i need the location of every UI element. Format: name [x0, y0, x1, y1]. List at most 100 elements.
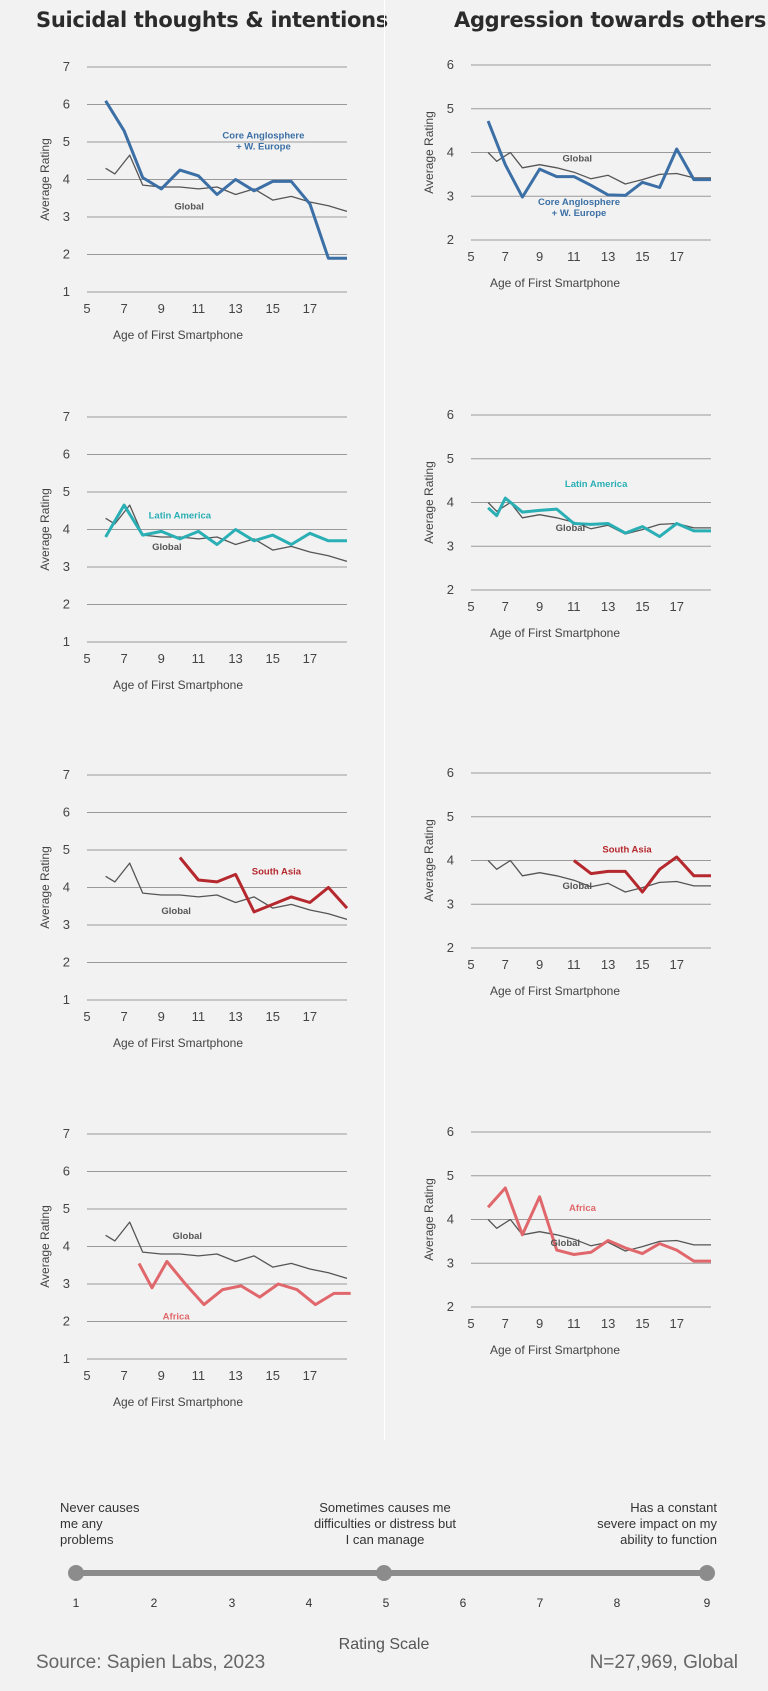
y-tick-label: 2	[447, 1299, 454, 1314]
y-tick-label: 3	[447, 1255, 454, 1270]
series-label-global: Global	[161, 906, 191, 917]
x-tick-label: 13	[601, 599, 615, 614]
x-tick-label: 13	[228, 651, 242, 666]
series-line-global	[487, 151, 711, 185]
series-label-global: Global	[174, 202, 204, 213]
title-aggression: Aggression towards others	[454, 8, 767, 32]
scale-num: 9	[703, 1596, 711, 1610]
x-tick-label: 11	[567, 957, 581, 972]
x-tick-label: 9	[536, 599, 543, 614]
y-tick-label: 3	[447, 188, 454, 203]
x-tick-label: 9	[536, 1316, 543, 1331]
x-tick-label: 5	[83, 1368, 90, 1383]
x-tick-label: 13	[601, 1316, 615, 1331]
x-tick-label: 11	[192, 1368, 206, 1383]
y-tick-label: 4	[63, 522, 70, 537]
x-tick-label: 13	[601, 249, 615, 264]
y-tick-label: 4	[63, 1239, 70, 1254]
y-tick-label: 5	[63, 484, 70, 499]
y-tick-label: 5	[63, 134, 70, 149]
series-label-region: Africa	[163, 1312, 191, 1323]
y-tick-label: 3	[447, 538, 454, 553]
y-tick-label: 7	[63, 409, 70, 424]
series-line-global	[487, 859, 711, 893]
y-tick-label: 7	[63, 59, 70, 74]
y-axis-label: Average Rating	[422, 111, 436, 194]
scale-dot-9	[699, 1565, 715, 1581]
y-tick-label: 4	[63, 880, 70, 895]
chart-suicidal-latin: 1 2 3 4 5 6 7 5 7 9 11 13 15 17 Age of First Smartphon…	[38, 409, 348, 692]
y-tick-label: 2	[447, 940, 454, 955]
x-axis-label: Age of First Smartphone	[490, 276, 620, 290]
x-tick-label: 11	[567, 249, 581, 264]
y-axis-label: Average Rating	[38, 846, 52, 929]
series-line-region	[486, 1186, 711, 1263]
chart-aggression-southasia: 2 3 4 5 6 5 7 9 11 13 15 17 Age of First Smartphone A…	[422, 765, 711, 998]
y-tick-label: 5	[447, 1168, 454, 1183]
x-tick-label: 7	[121, 1009, 128, 1024]
x-tick-label: 15	[635, 957, 649, 972]
x-tick-label: 17	[303, 651, 317, 666]
y-tick-label: 3	[63, 917, 70, 932]
series-line-region	[178, 856, 349, 914]
y-axis-label: Average Rating	[38, 138, 52, 221]
x-tick-label: 17	[669, 957, 683, 972]
scale-desc-mid: Sometimes causes me difficulties or dist…	[313, 1500, 457, 1547]
y-tick-label: 5	[447, 101, 454, 116]
scale-num: 1	[72, 1596, 80, 1610]
y-tick-label: 4	[447, 495, 454, 510]
series-line-global	[105, 1221, 348, 1280]
y-tick-label: 4	[447, 853, 454, 868]
x-tick-label: 9	[158, 301, 165, 316]
y-tick-label: 5	[63, 1201, 70, 1216]
x-tick-label: 13	[228, 1009, 242, 1024]
chart-suicidal-africa: 1 2 3 4 5 6 7 5 7 9 11 13 15 17 Age of First Smartphon…	[38, 1126, 351, 1409]
x-tick-label: 13	[228, 1368, 242, 1383]
y-tick-label: 6	[447, 765, 454, 780]
series-label-region: Africa	[569, 1203, 597, 1214]
y-tick-label: 1	[63, 284, 70, 299]
series-label-region: Core Anglosphere + W. Europe	[222, 130, 304, 152]
x-tick-label: 7	[502, 249, 509, 264]
x-tick-label: 15	[635, 1316, 649, 1331]
y-tick-label: 2	[63, 247, 70, 262]
x-tick-label: 15	[265, 651, 279, 666]
scale-num: 5	[382, 1596, 390, 1610]
y-tick-label: 7	[63, 767, 70, 782]
x-tick-label: 7	[121, 651, 128, 666]
y-axis-label: Average Rating	[422, 461, 436, 544]
series-line-global	[105, 862, 348, 921]
y-tick-label: 5	[447, 809, 454, 824]
x-tick-label: 17	[303, 1368, 317, 1383]
series-line-region	[104, 503, 347, 546]
scale-num: 6	[459, 1596, 467, 1610]
x-tick-label: 5	[467, 249, 474, 264]
scale-title: Rating Scale	[338, 1636, 430, 1653]
x-tick-label: 15	[265, 301, 279, 316]
y-tick-label: 2	[63, 955, 70, 970]
footer-sample-size: N=27,969, Global	[589, 1652, 738, 1673]
series-line-region	[572, 855, 711, 894]
y-tick-label: 5	[447, 451, 454, 466]
x-tick-label: 5	[467, 957, 474, 972]
chart-aggression-africa: 2 3 4 5 6 5 7 9 11 13 15 17 Age of First Smartphone A…	[422, 1124, 711, 1357]
series-line-region	[486, 120, 711, 199]
y-tick-label: 3	[447, 896, 454, 911]
series-line-global	[487, 501, 711, 535]
y-tick-label: 4	[447, 1212, 454, 1227]
y-tick-label: 1	[63, 1351, 70, 1366]
y-axis-label: Average Rating	[38, 1205, 52, 1288]
series-label-global: Global	[152, 542, 182, 553]
scale-dot-1	[68, 1565, 84, 1581]
rating-scale: Never causes me any problems Sometimes c…	[0, 1480, 768, 1653]
x-tick-label: 11	[567, 599, 581, 614]
column-divider	[384, 0, 385, 1440]
series-label-global: Global	[551, 1238, 581, 1249]
x-tick-label: 17	[669, 249, 683, 264]
x-tick-label: 9	[158, 1009, 165, 1024]
series-line-global	[487, 1218, 711, 1252]
x-axis-label: Age of First Smartphone	[113, 328, 243, 342]
x-tick-label: 9	[536, 957, 543, 972]
series-label-global: Global	[556, 523, 586, 534]
x-axis-label: Age of First Smartphone	[113, 678, 243, 692]
